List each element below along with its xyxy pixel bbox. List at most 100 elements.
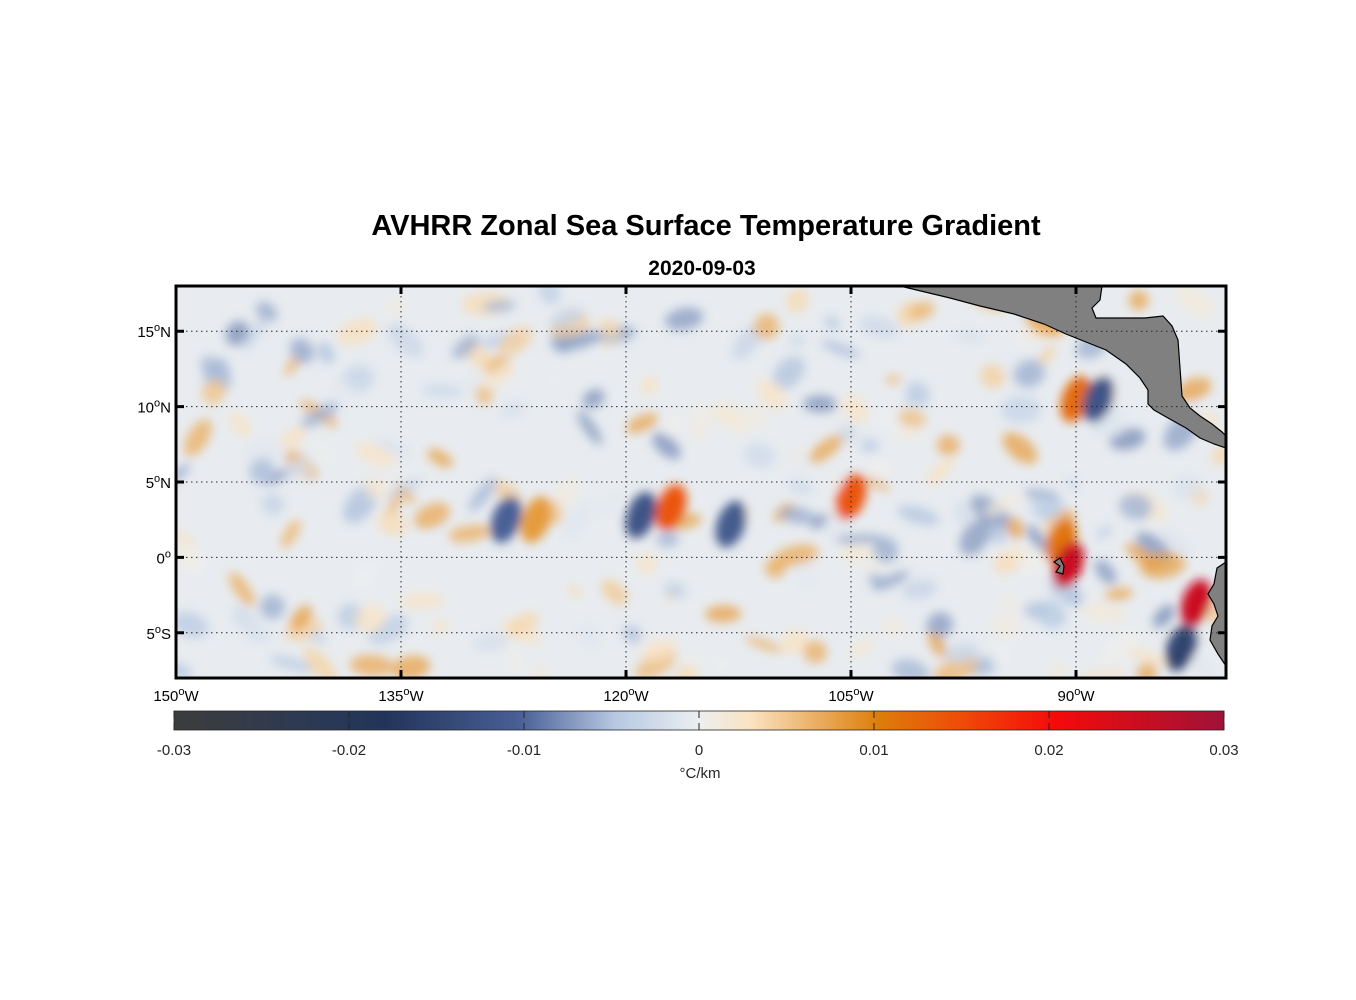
gradient-cell — [1128, 290, 1149, 311]
gradient-cell — [1006, 516, 1024, 540]
gradient-cell — [1024, 489, 1060, 500]
gradient-cell — [577, 410, 603, 445]
gradient-cell — [281, 519, 301, 549]
gradient-cell — [260, 594, 285, 620]
gradient-cell — [820, 340, 861, 358]
gradient-cell — [705, 605, 742, 623]
gradient-cell — [336, 319, 378, 345]
gradient-cell — [711, 402, 742, 426]
gradient-cell — [352, 561, 379, 589]
gradient-cell — [184, 419, 212, 457]
colorbar: -0.03 -0.02 -0.01 0 0.01 0.02 0.03 °C/km — [157, 710, 1239, 782]
graticule — [176, 286, 1226, 678]
gradient-cell — [551, 475, 579, 513]
lon-label: 105oW — [828, 686, 874, 705]
gradient-cell — [249, 458, 276, 485]
gradient-cell — [1080, 603, 1127, 623]
latitude-labels: 15oN 10oN 5oN 0o 5oS — [137, 322, 171, 643]
sst-gradient-field — [176, 286, 1226, 678]
gradient-cell — [984, 494, 1022, 516]
gradient-cell — [781, 629, 809, 654]
lat-label: 5oS — [147, 624, 171, 643]
colorbar-tick-label: -0.01 — [507, 742, 541, 759]
gradient-cell — [789, 334, 806, 348]
gradient-cell — [623, 625, 642, 644]
gradient-cell — [772, 356, 806, 390]
gradient-cell — [355, 604, 387, 633]
gradient-cell — [990, 645, 1013, 669]
gradient-cell — [849, 638, 875, 658]
gradient-cell — [506, 612, 539, 636]
gradient-feature — [490, 496, 522, 543]
gradient-cell — [664, 415, 683, 434]
gradient-cell — [1104, 587, 1133, 601]
gradient-cell — [1008, 544, 1026, 563]
gradient-cell — [228, 572, 256, 607]
gradient-cell — [310, 630, 326, 645]
gradient-cell — [999, 594, 1020, 612]
gradient-cell — [385, 478, 422, 500]
chart-subtitle: 2020-09-03 — [648, 257, 755, 280]
gradient-cell — [567, 584, 583, 599]
gradient-cell — [764, 558, 786, 579]
frame-ticks — [174, 286, 1226, 678]
gradient-cell — [753, 313, 780, 340]
colorbar-ticks: -0.03 -0.02 -0.01 0 0.01 0.02 0.03 — [157, 711, 1239, 759]
gradient-cell — [289, 338, 315, 364]
gradient-cell — [563, 501, 592, 541]
lat-label: 10oN — [137, 398, 171, 417]
gradient-cell — [885, 375, 902, 384]
gradient-cell — [689, 416, 710, 441]
gradient-cell — [363, 477, 388, 500]
gradient-cell — [787, 447, 807, 474]
gradient-cell — [860, 438, 879, 453]
gradient-cell — [468, 477, 497, 513]
gradient-cell — [280, 426, 306, 449]
colorbar-tick-label: -0.03 — [157, 742, 191, 759]
gradient-cell — [317, 341, 335, 364]
south-america-land — [1207, 561, 1226, 668]
gradient-cell — [343, 400, 372, 432]
lat-label: 5oN — [146, 473, 171, 492]
gradient-cell — [637, 553, 657, 575]
gradient-cell — [377, 511, 408, 536]
gradient-cell — [906, 381, 930, 407]
gradient-cell — [626, 413, 659, 434]
gradient-cell — [355, 442, 397, 468]
chart-title: AVHRR Zonal Sea Surface Temperature Grad… — [371, 210, 1041, 242]
colorbar-units: °C/km — [680, 765, 721, 782]
central-america-land — [899, 286, 1226, 449]
gradient-cell — [1094, 559, 1117, 585]
gradient-feature — [715, 501, 747, 548]
gradient-cell — [386, 492, 403, 516]
gradient-cell — [835, 534, 882, 544]
gradient-cell — [421, 384, 464, 398]
gradient-cell — [1102, 409, 1128, 437]
gradient-cell — [1172, 474, 1202, 500]
gradient-cell — [901, 578, 938, 600]
gradient-cell — [303, 647, 338, 678]
gradient-cell — [1125, 543, 1162, 572]
colorbar-tick-label: 0.01 — [859, 742, 888, 759]
gradient-cell — [1190, 654, 1211, 677]
gradient-cell — [652, 432, 681, 460]
gradient-cell — [808, 435, 844, 464]
gradient-cell — [594, 494, 622, 517]
gradient-cell — [228, 412, 252, 438]
gradient-cell — [255, 301, 278, 322]
gradient-cell — [936, 434, 960, 456]
gradient-cell — [176, 463, 190, 484]
gradient-cell — [387, 323, 424, 358]
gradient-cell — [399, 592, 446, 610]
gradient-cell — [1038, 345, 1056, 365]
gradient-cell — [418, 535, 448, 550]
gradient-cell — [865, 457, 893, 481]
gradient-cell — [797, 562, 815, 590]
colorbar-tick-label: 0.02 — [1034, 742, 1063, 759]
gradient-cell — [480, 363, 516, 391]
gradient-cell — [743, 442, 776, 468]
gradient-cell — [318, 498, 339, 518]
gradient-cell — [731, 325, 763, 360]
gradient-cell — [713, 657, 729, 674]
